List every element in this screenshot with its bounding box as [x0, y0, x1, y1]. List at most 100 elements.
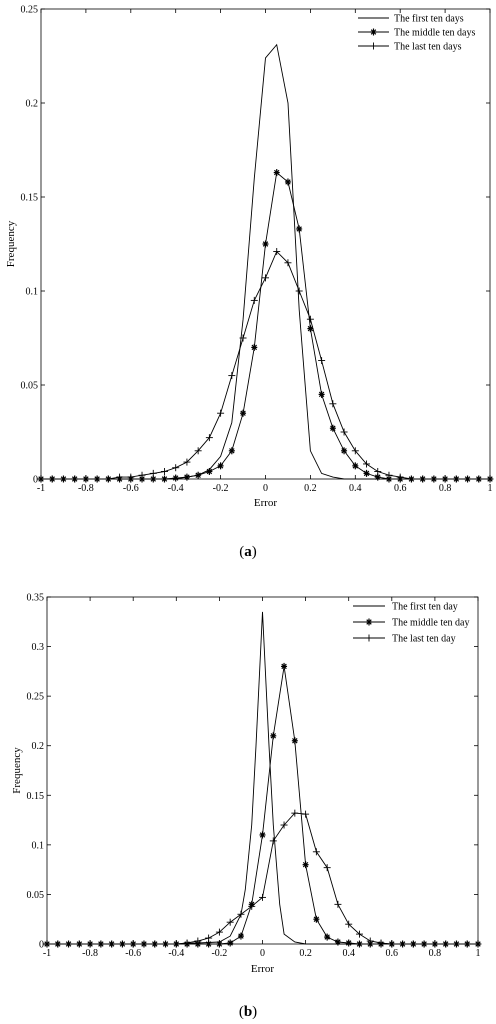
panel-a-series-2-point-d2 — [217, 463, 224, 469]
panel-a-series-2-point-d2 — [296, 226, 302, 232]
panel-a-y-tick-label: 0 — [33, 475, 38, 486]
panel-a-x-tick-label: 0.6 — [394, 483, 407, 494]
panel-b-legend-marker-2-d2 — [366, 619, 372, 625]
panel-a-series-2-point-d2 — [229, 448, 235, 454]
panel-a-series-2-point-d2 — [161, 476, 168, 482]
panel-b-plot-frame — [46, 596, 479, 945]
panel-b-x-tick-label: -0.8 — [82, 948, 98, 959]
panel-b-series-2-point-d2 — [259, 832, 266, 838]
panel-a-series-2: The middle ten days — [38, 28, 493, 483]
panel-b-panel-paren-close: ) — [252, 1004, 257, 1020]
panel-b-chart: -1 -0.8 -0.6 -0.4 -0.2 0 0.2 0.4 0.6 0.8 1 0 0.05 0.1… — [11, 593, 482, 975]
panel-b-y-tick-label: 0.25 — [27, 692, 45, 703]
panel-b-series-2-point-d2 — [205, 941, 212, 947]
panel-b-series-2-point-d2 — [345, 940, 352, 946]
panel-a-panel-letter: a — [244, 544, 252, 560]
panel-a-series-2-point-d2 — [150, 476, 156, 482]
panel-b-y-axis-label: Frequency — [11, 747, 23, 794]
panel-a-x-tick-label: -0.2 — [213, 483, 229, 494]
panel-a-series-2-point-d2 — [307, 325, 314, 332]
panel-a-x-tick-label: 0.8 — [439, 483, 452, 494]
panel-b-series-2-point-d2 — [335, 939, 341, 945]
panel-b-y-tick-label: 0.15 — [27, 791, 45, 802]
panel-a-chart: -1 -0.8 -0.6 -0.4 -0.2 0 0.2 0.4 0.6 0.8 1 0 0.05 0.1… — [5, 5, 494, 509]
panel-b-x-tick-label: 1 — [476, 948, 481, 959]
panel-a-panel-paren-open: ( — [239, 544, 244, 560]
panel-b-x-tick-label: 0.4 — [342, 948, 355, 959]
panel-a-series-3: The last ten days — [37, 42, 494, 483]
panel-a-x-tick-label: -0.6 — [123, 483, 139, 494]
panel-b-y-tick-label: 0.3 — [32, 642, 45, 653]
panel-a-x-tick-label: -0.4 — [168, 483, 184, 494]
panel-b-x-tick-label: 0.2 — [299, 948, 312, 959]
panel-a-series-2-point-d2 — [184, 474, 190, 480]
panel-a-series-2-point-d2 — [274, 169, 280, 176]
panel-b-series-2-point-d2 — [281, 663, 287, 670]
panel-b-x-tick-label: 0.6 — [386, 948, 399, 959]
panel-b-panel-letter: b — [244, 1004, 252, 1020]
panel-b-series-2-point-d2 — [227, 940, 233, 946]
panel-a-series-2-point-d2 — [139, 476, 145, 482]
panel-b-x-tick-label: 0.8 — [429, 948, 442, 959]
panel-a-series-2-point-d2 — [240, 410, 246, 416]
panel-a-y-tick-label: 0.25 — [21, 5, 39, 16]
panel-a-series-2-point-d2 — [251, 344, 257, 351]
panel-b-panel-paren-open: ( — [239, 1004, 244, 1020]
panel-a-series-2-point-d2 — [262, 241, 269, 247]
panel-b-x-axis-label: Error — [251, 963, 275, 975]
panel-b-series-2-point-d2 — [302, 861, 309, 868]
panel-a-x-tick-label: 0 — [263, 483, 268, 494]
panel-a-series-2-point-d2 — [386, 476, 392, 482]
panel-a-x-tick-label: -0.8 — [78, 483, 94, 494]
panel-a-series-2-point-d2 — [363, 470, 370, 477]
panel-b-series-1-line — [47, 611, 478, 945]
panel-b-x-tick-label: -0.6 — [125, 948, 141, 959]
panel-b-series-2-point-d2 — [238, 933, 244, 939]
panel-a-panel-paren-close: ) — [252, 544, 257, 560]
panel-a-legend-marker-2-d2 — [370, 29, 377, 35]
panel-a-series-1-line — [41, 43, 490, 480]
panel-b-series-2-point-d2 — [216, 941, 223, 947]
panel-b-series-1: The first ten day — [47, 602, 478, 945]
panel-a-panel-label: (a) — [239, 544, 257, 560]
panel-a-series-2-point-d2 — [375, 474, 381, 480]
panel-b-series-2-point-d2 — [313, 916, 320, 922]
panel-b-y-tick-label: 0.1 — [32, 840, 45, 851]
panel-a-y-axis-label: Frequency — [5, 220, 17, 267]
panel-b-series-2-point-d2 — [270, 733, 276, 739]
panel-a-series-2-point-d2 — [206, 468, 213, 475]
panel-b-series-2-point-d2 — [324, 934, 330, 940]
panel-b-x-tick-label: -1 — [43, 948, 51, 959]
panel-a-x-tick-label: -1 — [37, 483, 45, 494]
panel-b-x-tick-label: -0.2 — [211, 948, 227, 959]
panel-b-panel-label: (b) — [239, 1004, 257, 1020]
panel-a-series-2-point-d2 — [341, 448, 347, 454]
panel-a-series-3-line — [41, 250, 490, 480]
panel-b-y-tick-label: 0.35 — [27, 593, 45, 604]
panel-b-y-tick-label: 0.05 — [27, 890, 45, 901]
panel-b-y-tick-label: 0 — [39, 940, 44, 951]
panel-a-legend-label-2: The middle ten days — [394, 28, 475, 39]
panel-a-series-2-point-d2 — [285, 179, 291, 185]
panel-a-x-tick-label: 1 — [488, 483, 493, 494]
panel-a-series-2-point-d2 — [352, 463, 359, 469]
panel-b-series-2-line — [47, 666, 478, 945]
panel-a-series-2-point-d2 — [330, 425, 336, 431]
panel-a-y-tick-label: 0.15 — [21, 193, 39, 204]
panel-a-series-2-point-d2 — [172, 475, 179, 481]
panel-a-y-tick-label: 0.05 — [21, 381, 39, 392]
panel-a-x-tick-label: 0.4 — [349, 483, 362, 494]
panel-a-x-tick-label: 0.2 — [304, 483, 317, 494]
panel-a-series-2-point-d2 — [195, 472, 201, 478]
panel-b-series-2-point-d2 — [356, 941, 363, 947]
panel-a-y-tick-label: 0.2 — [26, 99, 39, 110]
panel-a-series-2-point-d2 — [318, 391, 325, 398]
panel-a-legend-label-1: The first ten days — [394, 14, 464, 25]
panel-a-legend-label-3: The last ten days — [394, 42, 462, 53]
panel-a-series-2-line — [41, 171, 490, 480]
panel-b-legend-label-2: The middle ten day — [392, 618, 469, 629]
panel-b-series-2-point-d2 — [292, 738, 298, 744]
panel-b-legend-label-3: The last ten day — [392, 634, 456, 645]
panel-b-y-tick-label: 0.2 — [32, 741, 45, 752]
